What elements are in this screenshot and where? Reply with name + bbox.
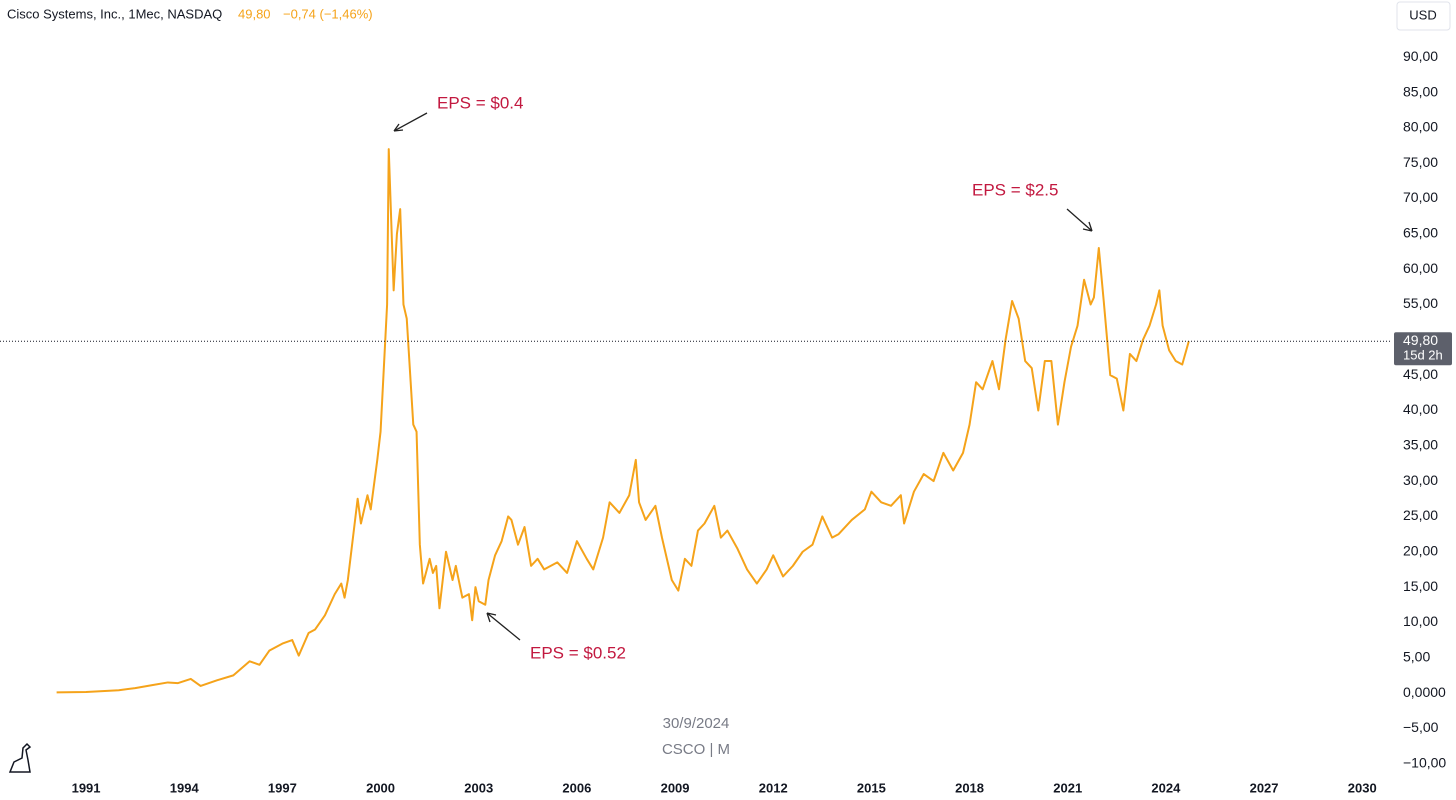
currency[interactable]: USD <box>1409 7 1436 22</box>
x-tick-label: 1991 <box>72 780 101 795</box>
x-tick-label: 1997 <box>268 780 297 795</box>
y-tick-label: 65,00 <box>1403 225 1438 241</box>
y-tick-label: 55,00 <box>1403 295 1438 311</box>
annotation: EPS = $0.4 <box>437 93 523 112</box>
x-tick-label: 2024 <box>1151 780 1181 795</box>
x-tick-label: 2018 <box>955 780 984 795</box>
y-tick-label: 75,00 <box>1403 154 1438 170</box>
y-tick-label: 0,0000 <box>1403 684 1446 700</box>
x-tick-label: 2030 <box>1348 780 1377 795</box>
x-tick-label: 2015 <box>857 780 886 795</box>
currency-box[interactable] <box>1396 1 1451 31</box>
x-tick-label: 2012 <box>759 780 788 795</box>
y-tick-label: 10,00 <box>1403 613 1438 629</box>
y-tick-label: 45,00 <box>1403 366 1438 382</box>
x-tick-label: 1994 <box>170 780 200 795</box>
y-tick-label: 60,00 <box>1403 260 1438 276</box>
watermark: CSCO | M <box>662 741 730 758</box>
y-tick-label: 20,00 <box>1403 542 1438 558</box>
x-tick-label: 2027 <box>1250 780 1279 795</box>
y-tick-label: 15,00 <box>1403 578 1438 594</box>
arrow <box>486 612 521 641</box>
arrows <box>393 112 1093 641</box>
y-tick-label: −10,00 <box>1403 754 1446 770</box>
y-tick-label: 35,00 <box>1403 436 1438 452</box>
arrow <box>393 112 428 132</box>
x-tick-label: 2003 <box>464 780 493 795</box>
y-tick-label: 5,00 <box>1403 648 1430 664</box>
y-tick-label: 85,00 <box>1403 83 1438 99</box>
annotation: EPS = $2.5 <box>972 180 1058 199</box>
symbol: Cisco Systems, Inc., 1Mec, NASDAQ <box>7 6 222 21</box>
price: 49,80 <box>238 6 271 21</box>
countdown: 15d 2h <box>1403 348 1443 363</box>
arrow <box>1066 208 1093 232</box>
y-tick-label: −5,00 <box>1403 719 1439 735</box>
x-tick-label: 2006 <box>562 780 591 795</box>
logo[interactable] <box>8 742 32 773</box>
watermark: 30/9/2024 <box>663 715 730 732</box>
y-tick-label: 80,00 <box>1403 119 1438 135</box>
y-tick-label: 70,00 <box>1403 189 1438 205</box>
x-tick-label: 2000 <box>366 780 395 795</box>
price-line <box>56 148 1190 694</box>
last-price-box <box>1394 332 1452 366</box>
y-tick-label: 30,00 <box>1403 472 1438 488</box>
y-tick-label: 40,00 <box>1403 401 1438 417</box>
y-tick-label: 25,00 <box>1403 507 1438 523</box>
x-tick-label: 2021 <box>1053 780 1082 795</box>
annotation: EPS = $0.52 <box>530 643 626 662</box>
y-tick-label: 90,00 <box>1403 48 1438 64</box>
change: −0,74 (−1,46%) <box>283 6 373 21</box>
last-price-label: 49,80 <box>1403 332 1438 348</box>
x-tick-label: 2009 <box>661 780 690 795</box>
